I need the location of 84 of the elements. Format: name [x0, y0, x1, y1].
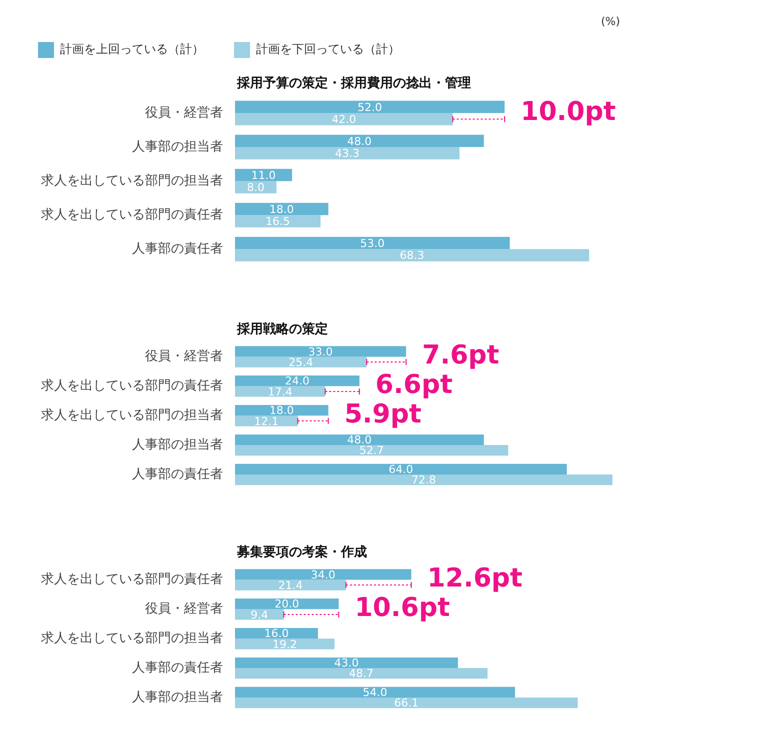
y-tick-label: 求人を出している部門の責任者	[41, 572, 223, 588]
bar	[235, 657, 458, 668]
y-tick-label: 役員・経営者	[145, 349, 223, 364]
bar	[235, 134, 484, 148]
bar	[235, 638, 335, 650]
data-label: 48.0	[347, 434, 372, 447]
bar	[235, 386, 326, 397]
data-label: 24.0	[284, 374, 310, 388]
bar	[235, 569, 412, 580]
y-tick-label: 求人を出している部門の担当者	[41, 630, 223, 646]
annotation: 5.9pt	[344, 399, 422, 430]
text: (%)	[600, 14, 620, 28]
data-label: 18.0	[269, 404, 294, 418]
y-tick-label: 人事部の担当者	[132, 437, 223, 452]
data-label: 48.0	[347, 134, 372, 148]
bar	[235, 405, 328, 416]
y-tick-label: 求人を出している部門の担当者	[41, 408, 223, 423]
data-label: 54.0	[362, 686, 388, 700]
data-label: 72.8	[411, 474, 436, 487]
bar	[235, 346, 406, 357]
annotation: 10.0pt	[520, 96, 616, 127]
bar	[235, 249, 590, 262]
data-label: 25.4	[288, 356, 314, 369]
bar	[235, 445, 508, 456]
data-label: 12.1	[254, 414, 279, 428]
data-label: 9.4	[250, 608, 268, 622]
bar	[235, 434, 484, 446]
bar	[235, 464, 567, 474]
bar	[235, 474, 612, 486]
y-tick-label: 人事部の責任者	[132, 466, 223, 482]
legend-label: 計画を下回っている（計）	[256, 42, 400, 56]
y-tick-label: 役員・経営者	[145, 105, 223, 120]
bar	[235, 113, 453, 126]
data-label: 64.0	[388, 463, 414, 476]
data-label: 33.0	[308, 345, 333, 358]
data-label: 8.0	[246, 181, 264, 194]
y-tick-label: 求人を出している部門の責任者	[41, 208, 223, 223]
chart-title: 採用戦略の策定	[236, 320, 328, 337]
bar	[235, 686, 515, 698]
y-tick-label: 求人を出している部門の担当者	[41, 173, 223, 188]
data-label: 16.0	[264, 627, 289, 640]
data-label: 53.0	[360, 236, 385, 250]
y-tick-label: 役員・経営者	[145, 602, 223, 617]
data-label: 66.1	[394, 696, 419, 710]
annotation: 7.6pt	[422, 340, 500, 370]
annotation: 10.6pt	[354, 592, 450, 623]
data-label: 18.0	[269, 202, 294, 216]
data-label: 16.5	[266, 215, 290, 228]
bar	[235, 580, 346, 590]
y-tick-label: 人事部の担当者	[132, 139, 223, 154]
data-label: 52.7	[359, 444, 384, 458]
annotation: 6.6pt	[375, 370, 453, 400]
legend-label: 計画を上回っている（計）	[60, 42, 204, 56]
y-tick-label: 求人を出している部門の責任者	[41, 378, 223, 394]
data-label: 68.3	[400, 249, 424, 262]
data-label: 19.2	[272, 638, 298, 651]
bar	[235, 147, 460, 160]
data-label: 43.3	[335, 147, 360, 160]
bar	[235, 202, 328, 216]
data-label: 48.7	[349, 667, 374, 680]
bar	[235, 697, 578, 708]
bar	[235, 236, 510, 250]
bar	[235, 598, 339, 610]
data-label: 17.4	[268, 385, 292, 398]
bar	[235, 668, 488, 679]
data-label: 11.0	[251, 168, 276, 182]
bar	[235, 215, 321, 228]
bar	[235, 376, 360, 386]
data-label: 34.0	[310, 568, 336, 582]
data-label: 20.0	[274, 598, 300, 611]
y-tick-label: 人事部の担当者	[132, 690, 223, 705]
bar	[235, 628, 318, 639]
data-label: 52.0	[358, 100, 382, 114]
y-tick-label: 人事部の責任者	[132, 242, 223, 257]
data-label: 42.0	[332, 113, 356, 126]
data-label: 43.0	[334, 656, 359, 670]
bar	[235, 100, 505, 114]
annotation: 12.6pt	[427, 563, 522, 594]
chart-title: 募集要項の考案・作成	[236, 544, 367, 560]
bar	[235, 356, 367, 368]
y-tick-label: 人事部の責任者	[132, 660, 223, 676]
data-label: 21.4	[278, 578, 303, 592]
bar	[235, 609, 284, 620]
chart-title: 採用予算の策定・採用費用の捻出・管理	[236, 74, 471, 91]
